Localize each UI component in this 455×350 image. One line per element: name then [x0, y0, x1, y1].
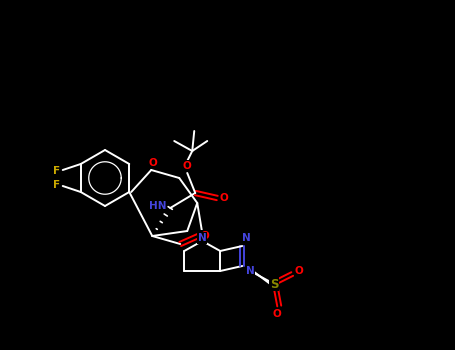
Text: F: F	[53, 166, 61, 176]
Text: O: O	[201, 231, 210, 241]
Text: O: O	[220, 193, 228, 203]
Text: O: O	[295, 266, 303, 276]
Text: N: N	[242, 233, 251, 243]
Text: HN: HN	[149, 201, 166, 211]
Text: N: N	[246, 266, 255, 276]
Text: O: O	[149, 158, 157, 168]
Text: N: N	[198, 233, 207, 243]
Text: S: S	[270, 278, 278, 290]
Text: F: F	[53, 180, 61, 190]
Text: O: O	[273, 309, 282, 319]
Text: O: O	[183, 161, 192, 171]
